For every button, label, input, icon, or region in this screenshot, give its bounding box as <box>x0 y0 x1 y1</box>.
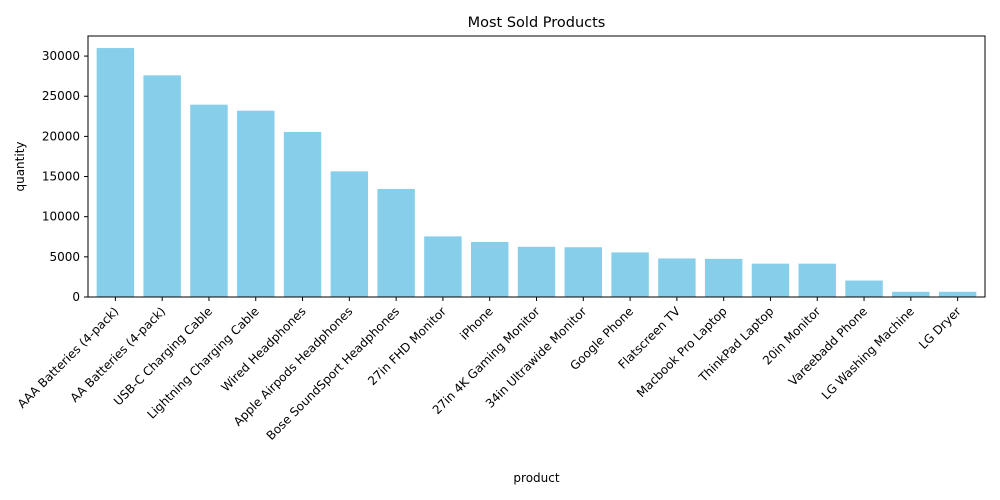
bars-group <box>96 48 977 297</box>
y-tick-label: 20000 <box>42 129 80 143</box>
y-tick-label: 30000 <box>42 49 80 63</box>
chart-title: Most Sold Products <box>468 15 606 31</box>
y-tick-label: 5000 <box>49 250 80 264</box>
bar <box>564 247 603 297</box>
bar <box>658 258 696 297</box>
x-tick-label: Vareebadd Phone <box>786 304 870 388</box>
x-tick-label: iPhone <box>457 304 496 343</box>
bar <box>237 110 275 297</box>
x-axis: AAA Batteries (4-pack)AA Batteries (4-pa… <box>15 297 964 443</box>
x-tick-label: LG Washing Machine <box>819 304 917 402</box>
x-tick-label: Wired Headphones <box>218 304 308 394</box>
x-tick-label: LG Dryer <box>916 304 964 352</box>
bar <box>190 104 228 297</box>
bar <box>892 291 930 297</box>
y-axis: 0 5000 10000 15000 20000 25000 30000 <box>42 49 88 304</box>
plot-frame <box>87 35 986 298</box>
bar <box>611 252 649 297</box>
bar <box>845 280 883 297</box>
x-tick-label: 27in FHD Monitor <box>365 304 449 388</box>
bar <box>798 263 836 297</box>
bar <box>377 188 415 297</box>
bar <box>96 48 135 297</box>
bar <box>470 241 509 297</box>
bar <box>751 263 790 297</box>
bar <box>424 236 462 297</box>
y-tick-label: 0 <box>72 290 80 304</box>
bar <box>330 171 369 297</box>
bar <box>143 75 181 297</box>
x-axis-title: product <box>513 471 559 485</box>
bar <box>938 291 977 297</box>
bar <box>283 131 322 297</box>
bar <box>517 246 556 297</box>
x-tick-label: Macbook Pro Laptop <box>634 304 730 400</box>
x-tick-label: AA Batteries (4-pack) <box>68 304 169 405</box>
y-tick-label: 10000 <box>42 210 80 224</box>
y-axis-title: quantity <box>13 141 27 191</box>
y-tick-label: 15000 <box>42 170 80 184</box>
bar <box>704 258 743 297</box>
y-tick-label: 25000 <box>42 89 80 103</box>
